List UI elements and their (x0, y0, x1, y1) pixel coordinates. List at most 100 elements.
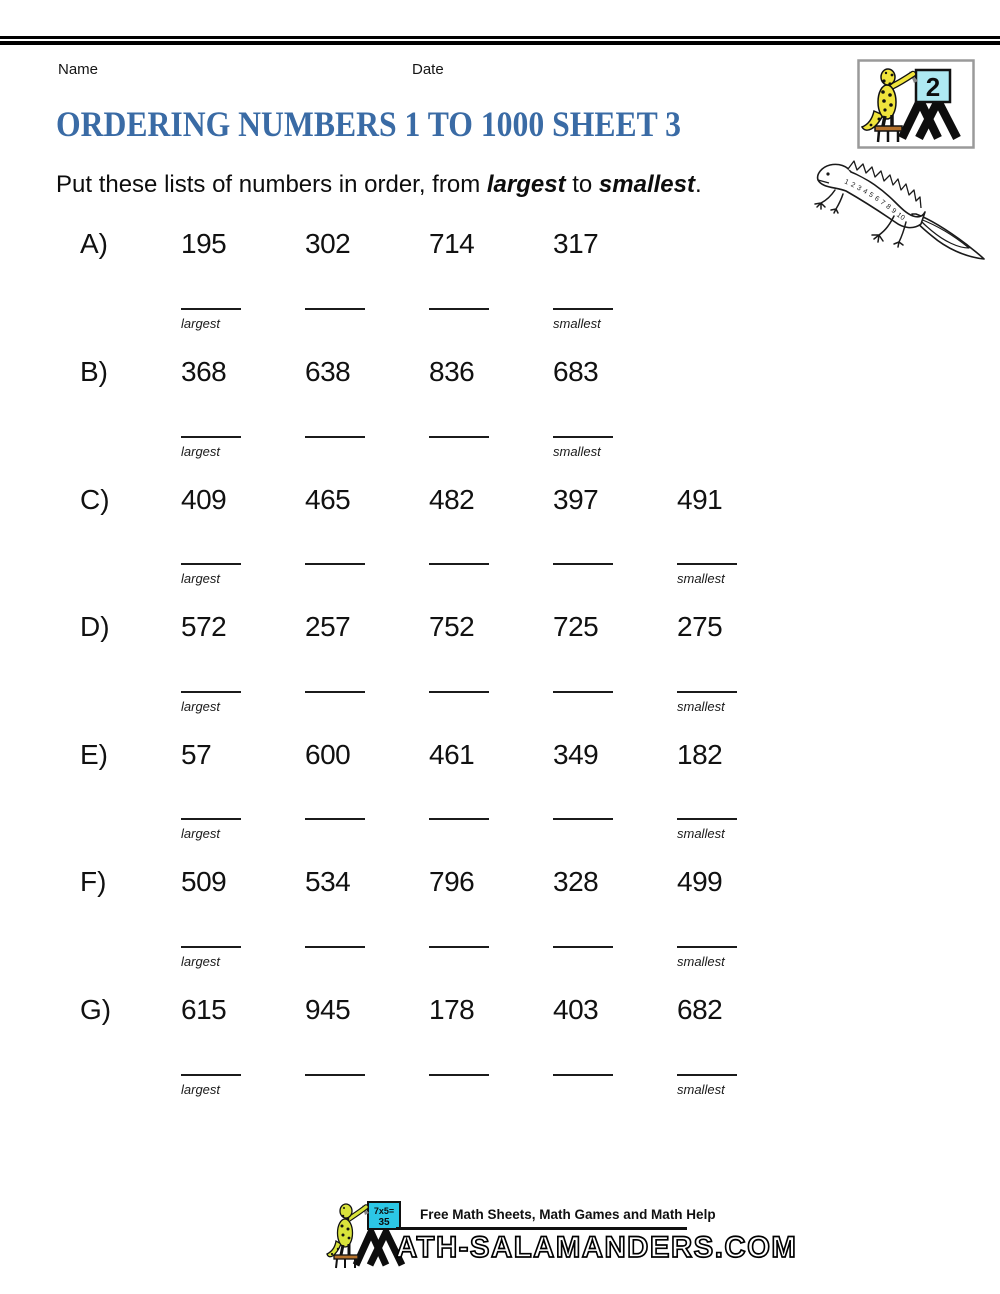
question-number: 752 (429, 611, 475, 642)
blank-label-smallest: smallest (553, 316, 601, 331)
blank-label-largest: largest (181, 571, 221, 586)
question-number: 600 (305, 739, 351, 770)
answer-blank (553, 563, 613, 565)
blank-label-smallest: smallest (677, 826, 725, 841)
blank-label-largest: largest (181, 1082, 221, 1097)
blank-label-largest: largest (181, 316, 221, 331)
answer-blank (429, 563, 489, 565)
answer-blank (305, 308, 365, 310)
question-number: 714 (429, 228, 475, 259)
newt-crest (847, 160, 922, 209)
answer-blank (429, 308, 489, 310)
answer-blank (305, 691, 365, 693)
blank-label-largest: largest (181, 826, 221, 841)
answer-blanks-row-d: largest smallest (0, 691, 1000, 731)
question-row-a: A) 195 302 714 317 (0, 228, 1000, 268)
newt-drawing: 1 2 3 4 5 6 7 8 9 10 (814, 160, 985, 260)
question-number: 945 (305, 994, 351, 1025)
answer-blank: smallest (677, 818, 737, 841)
question-row-c: C) 409 465 482 397 491 (0, 484, 1000, 524)
blank-label-smallest: smallest (677, 1082, 725, 1097)
question-row-d: D) 572 257 752 725 275 (0, 611, 1000, 651)
question-row-e: E) 57 600 461 349 182 (0, 739, 1000, 779)
question-number: 683 (553, 356, 599, 387)
sum-board-icon: 7x5= 35 (367, 1201, 401, 1230)
answer-blanks-row-e: largest smallest (0, 818, 1000, 858)
answer-blank: largest (181, 818, 241, 841)
answer-blanks-row-c: largest smallest (0, 563, 1000, 603)
instruction-emph-smallest: smallest (598, 171, 695, 198)
blank-label-largest: largest (181, 954, 221, 969)
answer-blank (305, 436, 365, 438)
svg-text:35: 35 (378, 1217, 390, 1228)
blank-label-largest: largest (181, 444, 221, 459)
answer-blank (429, 436, 489, 438)
answer-blank (553, 1074, 613, 1076)
stool-icon (874, 125, 903, 143)
svg-text:7x5=: 7x5= (374, 1206, 394, 1216)
answer-blank (429, 691, 489, 693)
question-number: 409 (181, 484, 227, 515)
answer-blank: smallest (677, 563, 737, 586)
page-title: ORDERING NUMBERS 1 TO 1000 SHEET 3 (56, 104, 681, 144)
answer-blank: smallest (677, 946, 737, 969)
question-letter: B) (80, 356, 108, 387)
question-number: 368 (181, 356, 227, 387)
question-letter: D) (80, 611, 110, 642)
newt-tail-inner (919, 218, 970, 249)
answer-blank (553, 818, 613, 820)
question-number: 465 (305, 484, 351, 515)
question-number: 178 (429, 994, 475, 1025)
question-number: 482 (429, 484, 475, 515)
question-number: 499 (677, 866, 723, 897)
answer-blank (429, 1074, 489, 1076)
blank-label-smallest: smallest (677, 571, 725, 586)
footer-divider (396, 1227, 687, 1230)
answer-blank (305, 1074, 365, 1076)
answer-blanks-row-f: largest smallest (0, 946, 1000, 986)
question-number: 403 (553, 994, 599, 1025)
question-number: 509 (181, 866, 227, 897)
question-number: 572 (181, 611, 227, 642)
top-divider (0, 36, 1000, 45)
question-number: 182 (677, 739, 723, 770)
question-number: 57 (181, 739, 212, 770)
question-number: 491 (677, 484, 723, 515)
answer-blank (429, 818, 489, 820)
blank-label-smallest: smallest (677, 954, 725, 969)
question-letter: G) (80, 994, 112, 1025)
stool-icon (333, 1254, 359, 1269)
question-number: 461 (429, 739, 475, 770)
corner-logo: 2 (857, 59, 975, 149)
question-row-b: B) 368 638 836 683 (0, 356, 1000, 396)
question-number: 317 (553, 228, 599, 259)
footer-brand-text: ATH-SALAMANDERS.COM (395, 1230, 798, 1265)
answer-blank (305, 563, 365, 565)
newt-legs (814, 189, 907, 248)
answer-blank (305, 818, 365, 820)
answer-blank: smallest (677, 1074, 737, 1097)
answer-blank: largest (181, 308, 241, 331)
blank-label-smallest: smallest (553, 444, 601, 459)
answer-blanks-row-g: largest smallest (0, 1074, 1000, 1114)
instruction-part: to (565, 171, 599, 198)
answer-blank: smallest (677, 691, 737, 714)
footer-tagline: Free Math Sheets, Math Games and Math He… (420, 1207, 716, 1222)
question-number: 796 (429, 866, 475, 897)
svg-text:2: 2 (926, 72, 940, 102)
answer-blanks-row-b: largest smallest (0, 436, 1000, 476)
instruction-emph-largest: largest (486, 171, 566, 198)
question-row-g: G) 615 945 178 403 682 (0, 994, 1000, 1034)
question-number: 682 (677, 994, 723, 1025)
answer-blank: largest (181, 946, 241, 969)
question-letter: E) (80, 739, 108, 770)
answer-blanks-row-a: largest smallest (0, 308, 1000, 348)
instruction-text: Put these lists of numbers in order, fro… (56, 171, 702, 199)
question-letter: A) (80, 228, 108, 259)
question-number: 195 (181, 228, 227, 259)
answer-blank (429, 946, 489, 948)
question-number: 257 (305, 611, 351, 642)
instruction-part: Put these lists of numbers in order, fro… (56, 171, 487, 198)
question-letter: F) (80, 866, 107, 897)
